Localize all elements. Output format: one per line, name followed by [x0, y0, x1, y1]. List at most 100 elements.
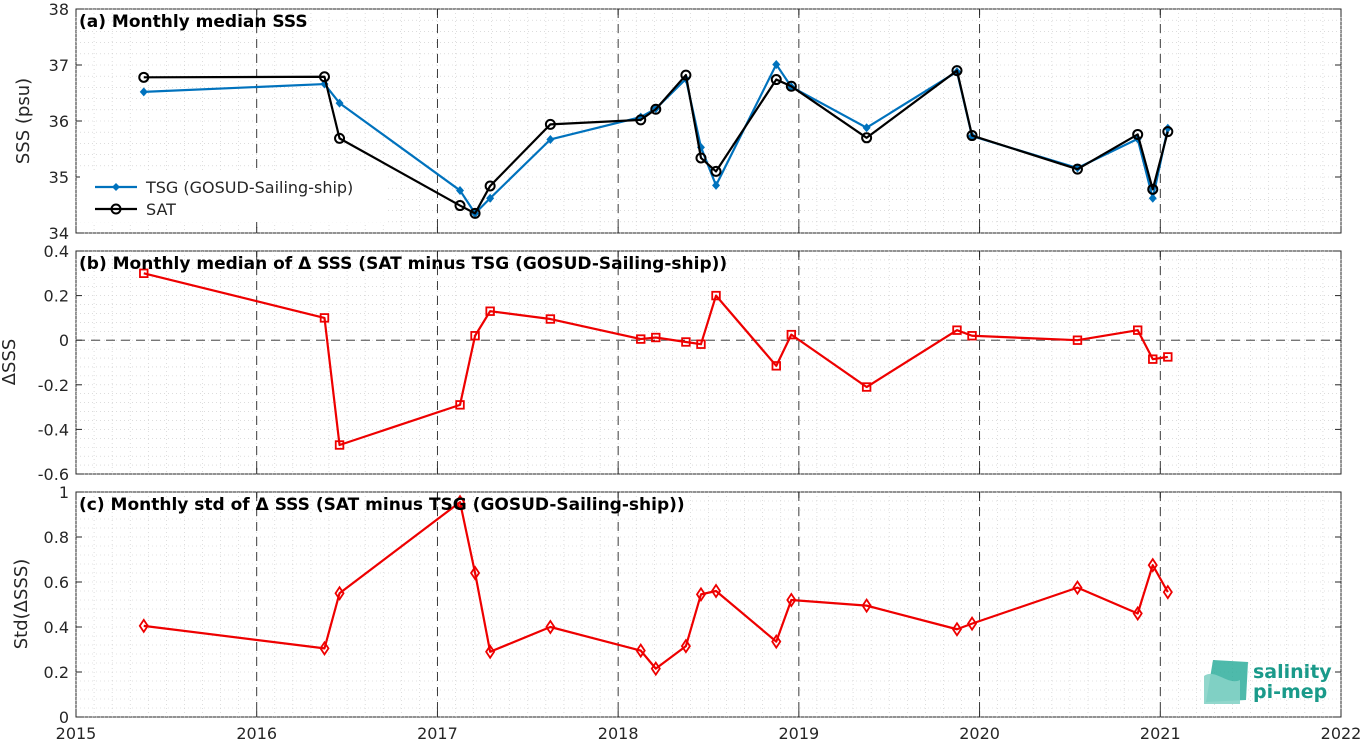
panel-c-ylabel: Std(ΔSSS): [11, 559, 32, 650]
data-point: [138, 71, 150, 83]
y-tick-label: 0.2: [44, 663, 69, 682]
data-point: [319, 313, 330, 323]
data-point: [785, 80, 797, 92]
x-axis-tick-labels: 2015 2016 2017 2018 2019 2020 2021 2022: [56, 724, 1362, 743]
panel-a: 34 35 36 37 38 (a) Monthly median SSS SSS (p…: [13, 0, 1342, 243]
data-point: [456, 185, 465, 195]
data-point: [710, 165, 722, 177]
data-point: [1072, 580, 1083, 596]
y-tick-label: -0.6: [38, 465, 69, 484]
data-point: [861, 132, 873, 144]
x-tick-label: 2016: [236, 724, 277, 743]
data-point: [546, 134, 555, 144]
data-point: [786, 592, 797, 608]
logo-line2: pi-mep: [1253, 681, 1327, 703]
data-point: [1163, 123, 1172, 133]
data-point: [1072, 335, 1083, 345]
legend: TSG (GOSUD-Sailing-ship) SAT: [80, 172, 386, 222]
panel-c: 0 0.2 0.4 0.6 0.8 1 (c) Monthly std of Δ SSS …: [11, 483, 1342, 727]
data-point: [319, 640, 330, 656]
x-tick-label: 2019: [778, 724, 819, 743]
data-point: [1162, 126, 1174, 138]
y-tick-label: 1: [59, 483, 69, 502]
data-point: [786, 329, 797, 340]
data-point: [454, 494, 466, 510]
panel-b-series: [139, 268, 1173, 450]
data-point: [680, 69, 692, 81]
data-point: [470, 331, 480, 341]
data-point: [1147, 183, 1159, 195]
y-tick-label: 36: [49, 112, 69, 131]
legend-tsg-label: TSG (GOSUD-Sailing-ship): [145, 178, 353, 197]
data-point: [952, 325, 962, 335]
data-point: [862, 123, 871, 133]
data-point: [139, 268, 149, 278]
panel-a-series: [138, 59, 1174, 219]
logo-mark-layer-icon: [1204, 673, 1240, 704]
data-point: [1147, 557, 1158, 573]
data-point: [486, 193, 495, 203]
panel-b-plot-area: [75, 250, 1342, 475]
data-point: [469, 207, 481, 219]
data-point: [1132, 605, 1143, 622]
data-point: [710, 583, 722, 599]
data-point: [650, 661, 661, 677]
data-point: [335, 98, 344, 108]
data-point: [966, 130, 978, 142]
y-tick-label: 0: [59, 708, 69, 727]
x-tick-label: 2018: [598, 724, 639, 743]
data-point: [951, 621, 963, 637]
data-point: [1132, 128, 1144, 140]
panel-b-grid: [75, 250, 1342, 475]
legend-tsg-marker: [112, 183, 120, 191]
data-point: [651, 332, 661, 343]
data-point: [455, 400, 465, 410]
data-point: [771, 634, 782, 650]
data-point: [636, 334, 646, 344]
data-point: [545, 314, 556, 324]
data-point: [1071, 163, 1083, 175]
data-point: [334, 132, 346, 144]
data-point: [951, 65, 963, 77]
data-point: [1162, 584, 1173, 600]
data-point: [318, 71, 330, 83]
y-tick-label: 0.4: [44, 242, 69, 261]
data-point: [469, 565, 481, 581]
panel-b-ylabel: ΔSSS: [0, 339, 20, 386]
x-tick-label: 2017: [417, 724, 458, 743]
panel-a-ylabel: SSS (psu): [13, 78, 34, 164]
data-point: [711, 290, 721, 301]
panel-a-title: (a) Monthly median SSS: [79, 12, 308, 32]
y-tick-label: 34: [49, 224, 69, 243]
data-point: [1132, 325, 1143, 335]
panel-c-series: [138, 494, 1173, 677]
y-tick-label: -0.2: [38, 376, 69, 395]
legend-sat-marker: [110, 203, 122, 215]
panel-b-tick-labels: -0.6 -0.4 -0.2 0 0.2 0.4: [38, 242, 1342, 484]
data-point: [861, 598, 872, 614]
data-point: [712, 180, 721, 190]
data-point: [545, 619, 556, 635]
y-tick-label: 37: [49, 56, 69, 75]
data-point: [1148, 354, 1158, 364]
data-point: [454, 200, 466, 212]
data-point: [696, 339, 706, 349]
y-tick-label: 38: [49, 0, 69, 19]
panel-c-grid: [75, 491, 1342, 718]
series-line: [143, 272, 1168, 447]
data-point: [695, 586, 707, 602]
data-point: [967, 331, 977, 341]
logo-line1: salinity: [1253, 661, 1332, 683]
y-tick-label: 0: [59, 331, 69, 350]
salinity-pi-mep-logo: salinity pi-mep: [1204, 660, 1332, 704]
data-point: [334, 440, 345, 450]
data-point: [635, 643, 646, 659]
x-tick-label: 2015: [56, 724, 97, 743]
data-point: [681, 337, 691, 347]
data-point: [334, 585, 345, 601]
data-point: [772, 59, 781, 69]
panel-b: -0.6 -0.4 -0.2 0 0.2 0.4 (b) Monthly median o…: [0, 242, 1342, 484]
data-point: [1148, 193, 1157, 203]
data-point: [770, 74, 782, 86]
x-tick-label: 2021: [1140, 724, 1181, 743]
